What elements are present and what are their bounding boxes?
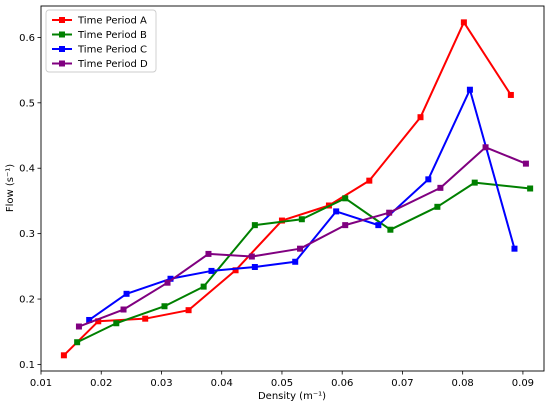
data-point [200, 283, 207, 290]
data-point [366, 177, 373, 184]
data-point [471, 179, 478, 186]
data-point [251, 222, 258, 229]
legend-label: Time Period A [77, 16, 147, 27]
data-point [375, 222, 382, 229]
data-point [387, 226, 394, 233]
x-tick-label: 0.08 [452, 378, 474, 389]
data-point [511, 245, 518, 252]
data-point [342, 222, 349, 229]
plot-area-frame [40, 5, 545, 372]
legend-marker [59, 31, 65, 38]
legend-entry-time-period-b: Time Period B [52, 30, 147, 41]
y-tick-label: 0.4 [19, 164, 35, 175]
data-point [278, 217, 285, 224]
series-time-period-b [74, 179, 534, 346]
data-point [75, 323, 82, 330]
data-point [185, 307, 192, 314]
data-point [74, 339, 81, 346]
data-point [342, 195, 349, 202]
data-point [527, 185, 534, 192]
x-tick-label: 0.07 [391, 378, 413, 389]
data-point [507, 91, 514, 98]
y-axis-label: Flow (s⁻¹) [5, 164, 16, 212]
y-tick-label: 0.3 [19, 229, 35, 240]
data-point [298, 216, 305, 223]
legend-entry-time-period-c: Time Period C [52, 45, 147, 56]
data-point [120, 306, 127, 313]
series-layer [60, 19, 534, 359]
x-axis-ticks: 0.01 0.02 0.03 0.04 0.05 0.06 0.07 0.08 0.09 [30, 371, 534, 389]
data-point [437, 184, 444, 191]
legend-marker [59, 60, 65, 67]
data-point [425, 176, 432, 183]
y-tick-label: 0.6 [19, 33, 35, 44]
data-point [164, 279, 171, 286]
series-time-period-c [86, 86, 518, 323]
data-point [251, 263, 258, 270]
legend-label: Time Period C [77, 45, 147, 56]
x-tick-label: 0.06 [331, 378, 353, 389]
legend: Time Period A Time Period B Time Period C T… [45, 9, 157, 73]
data-point [297, 245, 304, 252]
legend-marker [59, 46, 65, 52]
y-tick-label: 0.2 [19, 295, 35, 306]
data-point [123, 290, 130, 297]
data-point [205, 250, 212, 257]
x-axis-label: Density (m⁻¹) [258, 391, 326, 402]
x-tick-label: 0.02 [90, 378, 112, 389]
y-tick-label: 0.1 [19, 360, 35, 371]
x-tick-label: 0.03 [150, 378, 172, 389]
x-tick-label: 0.01 [30, 378, 52, 389]
legend-entry-time-period-d: Time Period D [52, 59, 148, 70]
data-point [95, 318, 102, 325]
legend-label: Time Period B [77, 30, 147, 41]
legend-label: Time Period D [77, 59, 148, 70]
legend-box [45, 9, 157, 73]
data-point [232, 267, 239, 274]
data-point [208, 267, 215, 274]
x-tick-label: 0.04 [211, 378, 233, 389]
data-point [460, 19, 467, 26]
data-point [142, 315, 149, 322]
legend-marker [59, 17, 65, 23]
data-point [60, 352, 67, 359]
data-point [482, 144, 489, 151]
data-point [522, 160, 529, 167]
legend-entry-time-period-a: Time Period A [52, 16, 147, 27]
series-time-period-d [75, 144, 529, 330]
x-tick-label: 0.05 [271, 378, 293, 389]
x-tick-label: 0.09 [512, 378, 534, 389]
data-point [333, 208, 340, 215]
data-point [386, 209, 393, 216]
data-point [434, 203, 441, 210]
data-point [248, 253, 255, 260]
data-point [417, 114, 424, 121]
data-point [161, 303, 168, 310]
y-tick-label: 0.5 [19, 98, 35, 109]
y-axis-ticks: 0.1 0.2 0.3 0.4 0.5 0.6 [19, 33, 41, 371]
data-point [466, 86, 473, 93]
data-point [292, 258, 299, 265]
data-point [167, 275, 174, 282]
data-point [113, 320, 120, 327]
data-point [86, 316, 93, 323]
